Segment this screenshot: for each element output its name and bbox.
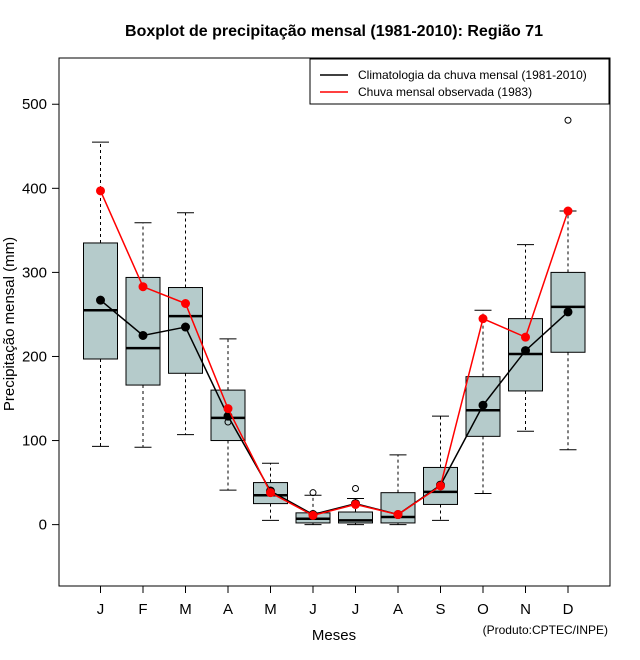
y-tick-label: 100	[22, 433, 47, 450]
observed-point	[223, 404, 233, 414]
y-tick-label: 500	[22, 96, 47, 113]
climatology-line	[100, 299, 569, 516]
x-tick-label: M	[179, 601, 192, 618]
climatology-point	[478, 400, 488, 410]
outlier-point	[564, 116, 572, 124]
climatology-point	[521, 346, 530, 356]
observed-point	[351, 499, 360, 509]
box-9	[423, 415, 458, 521]
observed-line	[99, 190, 569, 517]
x-tick-label: A	[393, 601, 403, 618]
x-tick-label: S	[435, 601, 445, 618]
x-tick-label: J	[352, 601, 360, 618]
climatology-point	[96, 295, 105, 305]
outlier-point	[309, 489, 317, 497]
box-11	[508, 244, 543, 432]
y-tick-label: 300	[22, 264, 47, 281]
climatology-point	[563, 307, 573, 317]
box-2	[125, 222, 161, 448]
climatology-point	[181, 322, 190, 332]
credit-text: (Produto:CPTEC/INPE)	[483, 623, 608, 637]
observed-point	[266, 488, 275, 498]
legend-label-observed: Chuva mensal observada (1983)	[358, 85, 532, 99]
observed-point	[521, 332, 530, 342]
climatology-point	[138, 330, 148, 340]
legend: Climatologia da chuva mensal (1981-2010)…	[309, 58, 610, 105]
outlier-point	[352, 484, 359, 492]
x-tick-label: A	[223, 601, 233, 618]
x-tick-label: M	[264, 601, 277, 618]
observed-point	[308, 510, 318, 520]
chart-title: Boxplot de precipitação mensal (1981-201…	[125, 23, 543, 40]
box-8	[380, 454, 416, 526]
y-axis-label: Precipitação mensal (mm)	[1, 237, 18, 411]
x-axis-label: Meses	[312, 627, 356, 644]
y-tick-label: 400	[22, 180, 47, 197]
observed-point	[393, 510, 403, 520]
observed-point	[478, 314, 488, 324]
box-body	[125, 276, 161, 386]
x-tick-label: J	[97, 601, 105, 618]
box-12	[550, 116, 586, 451]
x-tick-label: F	[138, 601, 147, 618]
observed-point	[563, 206, 573, 216]
x-tick-label: N	[520, 601, 531, 618]
observed-point	[436, 481, 445, 491]
observed-point	[96, 186, 105, 196]
observed-point	[181, 299, 190, 309]
box-body	[338, 511, 373, 524]
y-tick-label: 0	[39, 517, 47, 534]
x-tick-label: D	[563, 601, 574, 618]
legend-box	[309, 58, 610, 105]
observed-point	[138, 282, 148, 292]
y-tick-label: 200	[22, 348, 47, 365]
x-tick-label: J	[309, 601, 317, 618]
x-tick-label: O	[477, 601, 489, 618]
legend-label-climatology: Climatologia da chuva mensal (1981-2010)	[358, 68, 587, 82]
